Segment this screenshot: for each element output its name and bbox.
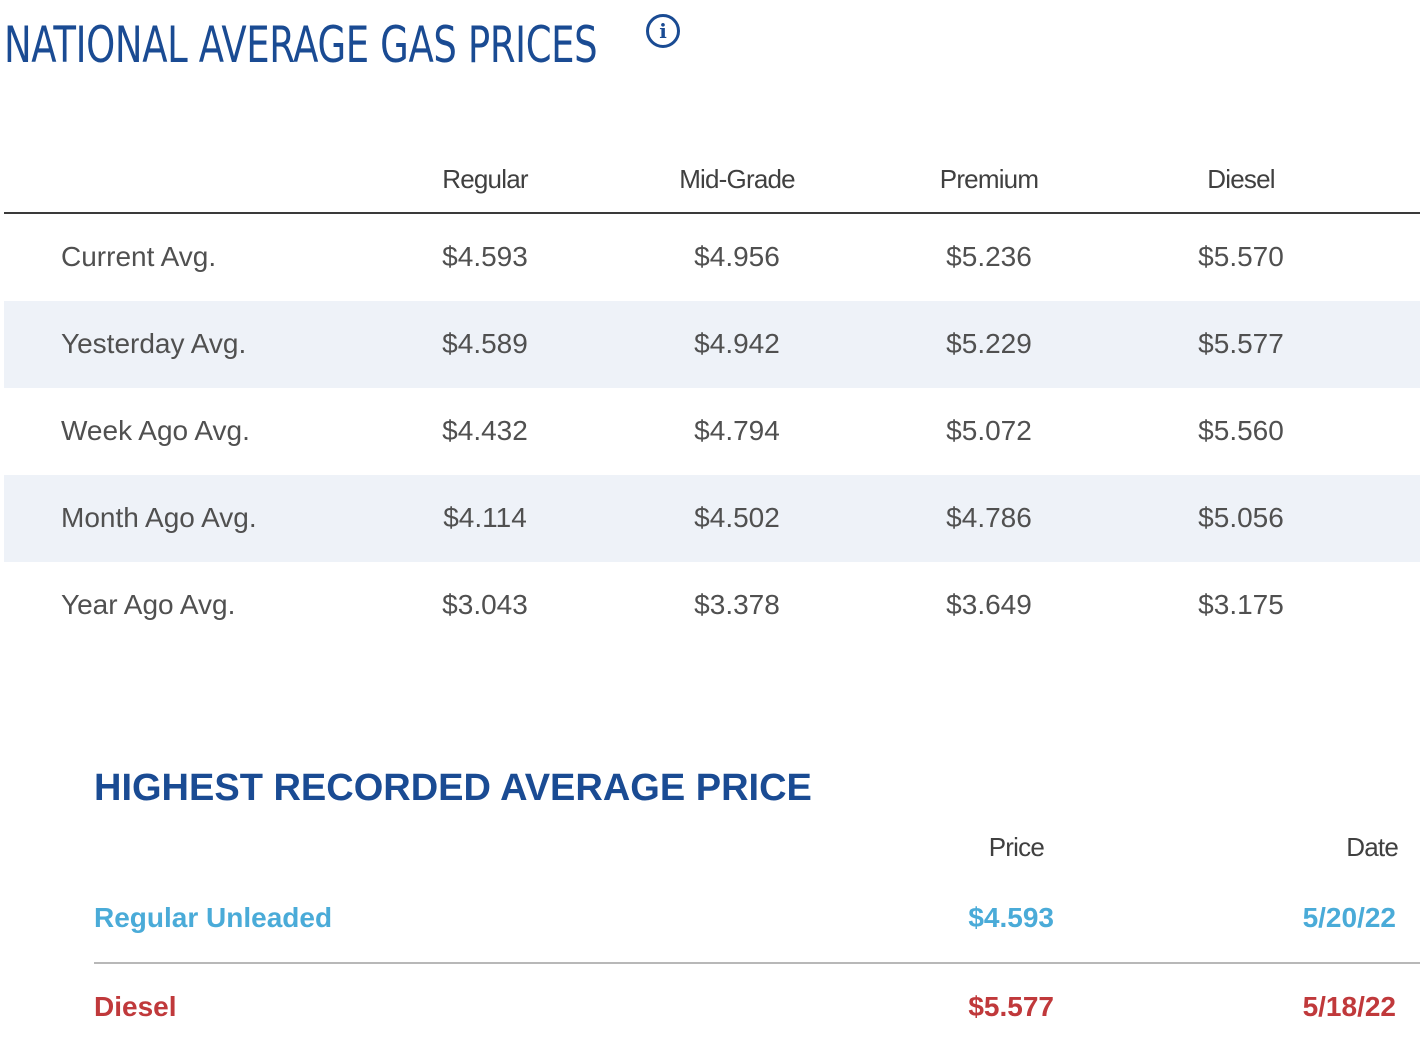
column-header-regular: Regular	[442, 164, 528, 194]
price-cell-regular: $4.432	[442, 415, 528, 446]
price-cell-premium: $4.786	[946, 502, 1032, 533]
price-cell-mid-grade: $4.942	[694, 328, 780, 359]
price-cell-mid-grade: $4.794	[694, 415, 780, 446]
price-cell-premium: $5.236	[946, 241, 1032, 272]
table-row-yesterday: Yesterday Avg. $4.589 $4.942 $5.229 $5.5…	[4, 301, 1420, 388]
price-cell-regular: $4.589	[442, 328, 528, 359]
price-cell-diesel: $5.570	[1198, 241, 1284, 272]
record-price: $4.593	[968, 902, 1054, 933]
price-cell-diesel: $5.056	[1198, 502, 1284, 533]
row-label: Current Avg.	[61, 241, 217, 272]
price-cell-diesel: $5.577	[1198, 328, 1284, 359]
record-table-header: Price Date	[94, 816, 1420, 886]
table-header: Regular Mid-Grade Premium Diesel	[4, 140, 1420, 214]
page-title: NATIONAL AVERAGE GAS PRICES	[4, 16, 598, 74]
record-price: $5.577	[968, 991, 1054, 1022]
record-date: 5/18/22	[1302, 991, 1396, 1022]
price-cell-premium: $3.649	[946, 589, 1032, 620]
record-fuel-name: Diesel	[94, 991, 177, 1022]
price-cell-mid-grade: $4.956	[694, 241, 780, 272]
price-cell-regular: $4.593	[442, 241, 528, 272]
highest-record-section: HIGHEST RECORDED AVERAGE PRICE Price Dat…	[94, 760, 1420, 1050]
record-heading: HIGHEST RECORDED AVERAGE PRICE	[94, 767, 812, 809]
row-label: Week Ago Avg.	[61, 415, 250, 446]
price-cell-mid-grade: $4.502	[694, 502, 780, 533]
column-header-mid-grade: Mid-Grade	[679, 164, 795, 194]
table-row-year-ago: Year Ago Avg. $3.043 $3.378 $3.649 $3.17…	[4, 562, 1420, 649]
page-title-row: NATIONAL AVERAGE GAS PRICES	[4, 10, 806, 80]
row-label: Yesterday Avg.	[61, 328, 247, 359]
table-row-week-ago: Week Ago Avg. $4.432 $4.794 $5.072 $5.56…	[4, 388, 1420, 475]
gas-price-table: Regular Mid-Grade Premium Diesel Current…	[4, 140, 1420, 649]
table-row-current: Current Avg. $4.593 $4.956 $5.236 $5.570	[4, 214, 1420, 301]
row-label: Year Ago Avg.	[61, 589, 236, 620]
price-cell-diesel: $3.175	[1198, 589, 1284, 620]
price-cell-premium: $5.072	[946, 415, 1032, 446]
info-icon[interactable]: i	[646, 14, 680, 48]
price-cell-diesel: $5.560	[1198, 415, 1284, 446]
record-fuel-name: Regular Unleaded	[94, 902, 333, 933]
column-header-price: Price	[988, 832, 1045, 862]
record-date: 5/20/22	[1302, 902, 1396, 933]
record-row-diesel: Diesel $5.577 5/18/22	[94, 964, 1420, 1050]
price-cell-regular: $3.043	[442, 589, 528, 620]
column-header-diesel: Diesel	[1207, 164, 1275, 194]
column-header-date: Date	[1346, 832, 1399, 862]
price-cell-regular: $4.114	[443, 502, 527, 533]
table-row-month-ago: Month Ago Avg. $4.114 $4.502 $4.786 $5.0…	[4, 475, 1420, 562]
row-label: Month Ago Avg.	[61, 502, 257, 533]
column-header-premium: Premium	[939, 164, 1039, 194]
price-cell-premium: $5.229	[946, 328, 1032, 359]
price-cell-mid-grade: $3.378	[694, 589, 780, 620]
record-row-regular: Regular Unleaded $4.593 5/20/22	[94, 886, 1420, 964]
